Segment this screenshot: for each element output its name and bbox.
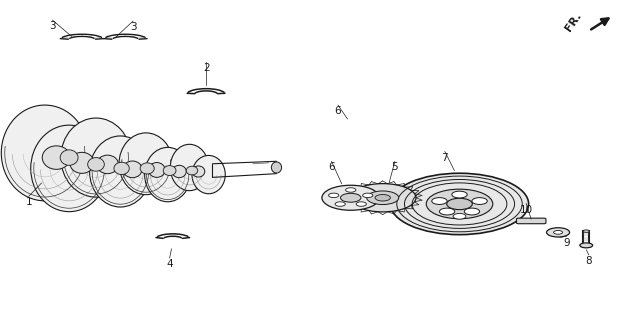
Text: 1: 1 [26,197,32,207]
Text: 8: 8 [586,256,592,266]
Text: 9: 9 [563,238,570,248]
Ellipse shape [170,144,209,191]
Ellipse shape [554,231,563,234]
Ellipse shape [148,163,165,177]
Ellipse shape [472,198,487,205]
Ellipse shape [390,173,529,235]
Ellipse shape [97,155,118,174]
Text: 6: 6 [335,106,341,116]
Ellipse shape [31,125,108,212]
Ellipse shape [119,133,173,195]
Ellipse shape [1,105,88,201]
Text: 4: 4 [166,259,173,269]
Ellipse shape [583,230,589,232]
Text: 2: 2 [203,63,209,73]
Text: FR.: FR. [564,10,584,33]
Text: 6: 6 [328,163,335,172]
Ellipse shape [163,166,176,176]
Ellipse shape [447,198,472,210]
Ellipse shape [61,118,131,197]
Ellipse shape [453,214,466,219]
Ellipse shape [90,136,151,207]
Ellipse shape [426,189,493,219]
Ellipse shape [349,184,416,212]
Ellipse shape [123,161,142,178]
Ellipse shape [271,162,282,173]
Ellipse shape [114,162,129,175]
Ellipse shape [356,202,366,206]
Text: 10: 10 [520,205,532,214]
Ellipse shape [335,202,346,206]
Ellipse shape [367,191,399,205]
Ellipse shape [140,163,154,174]
Ellipse shape [70,152,94,173]
Ellipse shape [172,165,186,178]
Ellipse shape [60,150,78,165]
Ellipse shape [192,166,205,177]
Ellipse shape [42,146,70,169]
Ellipse shape [363,193,373,197]
Ellipse shape [328,193,339,197]
Text: 5: 5 [392,163,398,172]
Ellipse shape [192,155,225,194]
Ellipse shape [375,194,390,201]
Text: 7: 7 [442,153,448,163]
Ellipse shape [145,147,191,202]
Ellipse shape [322,185,380,210]
Ellipse shape [346,188,356,192]
FancyBboxPatch shape [516,218,546,224]
Ellipse shape [340,193,361,202]
Ellipse shape [580,243,593,248]
Text: 3: 3 [49,21,56,31]
Ellipse shape [88,158,104,171]
Ellipse shape [464,208,479,215]
Text: 3: 3 [130,22,136,32]
Ellipse shape [432,198,447,205]
Ellipse shape [186,166,198,175]
Ellipse shape [452,191,467,198]
Ellipse shape [440,208,455,215]
Ellipse shape [547,228,570,237]
